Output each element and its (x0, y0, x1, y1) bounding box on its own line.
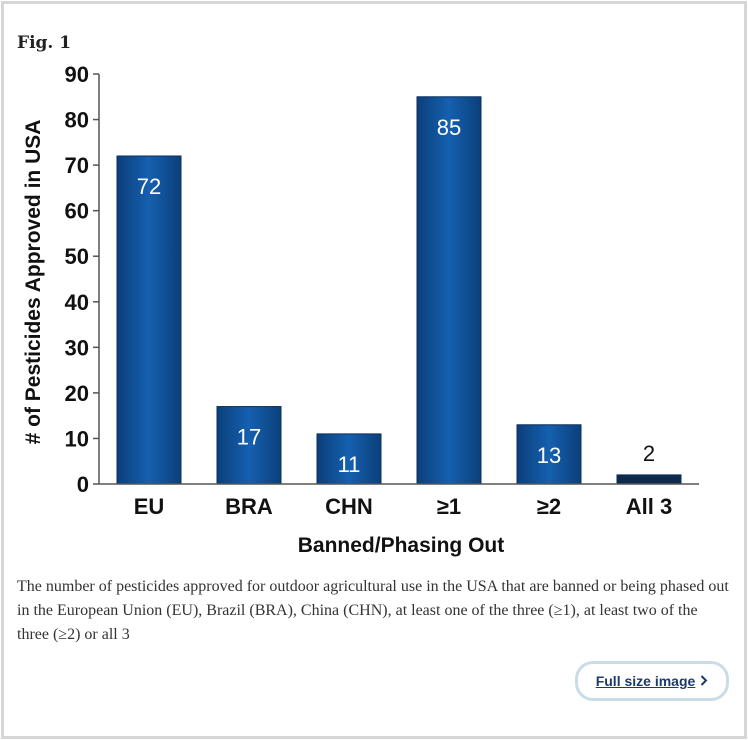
x-tick-label: EU (134, 494, 165, 519)
y-tick-label: 70 (65, 153, 89, 178)
data-label: 11 (338, 452, 361, 477)
bar-3 (416, 96, 482, 485)
bar-0 (116, 155, 182, 485)
y-tick-label: 0 (77, 472, 89, 497)
data-label: 85 (437, 115, 461, 140)
bar-chart: 0 10 20 30 40 50 60 70 80 90 72 17 11 85 13 2 EU BRA CHN… (22, 62, 699, 557)
full-size-image-label: Full size image (595, 673, 696, 689)
full-size-image-button[interactable]: Full size image (575, 661, 729, 701)
bar-5 (616, 474, 682, 485)
figure-label: Fig. 1 (17, 33, 72, 53)
data-label: 2 (643, 441, 655, 466)
x-axis-ticks: EU BRA CHN ≥1 ≥2 All 3 (134, 494, 673, 519)
y-tick-label: 10 (65, 426, 89, 451)
x-tick-label: BRA (225, 494, 273, 519)
y-tick-label: 20 (65, 381, 89, 406)
bar-1 (216, 406, 282, 485)
y-tick-label: 80 (65, 108, 89, 133)
x-tick-label: ≥2 (537, 494, 561, 519)
y-tick-label: 90 (65, 62, 89, 87)
y-tick-label: 50 (65, 244, 89, 269)
x-axis-label: Banned/Phasing Out (298, 534, 505, 557)
y-axis-ticks: 0 10 20 30 40 50 60 70 80 90 (65, 62, 99, 497)
y-tick-label: 30 (65, 335, 89, 360)
x-tick-label: All 3 (626, 494, 672, 519)
data-label: 13 (537, 443, 561, 468)
y-tick-label: 60 (65, 199, 89, 224)
x-tick-label: CHN (325, 494, 373, 519)
data-label: 17 (237, 425, 261, 450)
chevron-right-icon (700, 674, 708, 689)
bars: 72 17 11 85 13 2 (116, 96, 682, 485)
data-label: 72 (137, 174, 161, 199)
y-tick-label: 40 (65, 290, 89, 315)
figure-caption: The number of pesticides approved for ou… (17, 578, 729, 643)
x-tick-label: ≥1 (437, 494, 461, 519)
y-axis-label: # of Pesticides Approved in USA (22, 120, 45, 445)
